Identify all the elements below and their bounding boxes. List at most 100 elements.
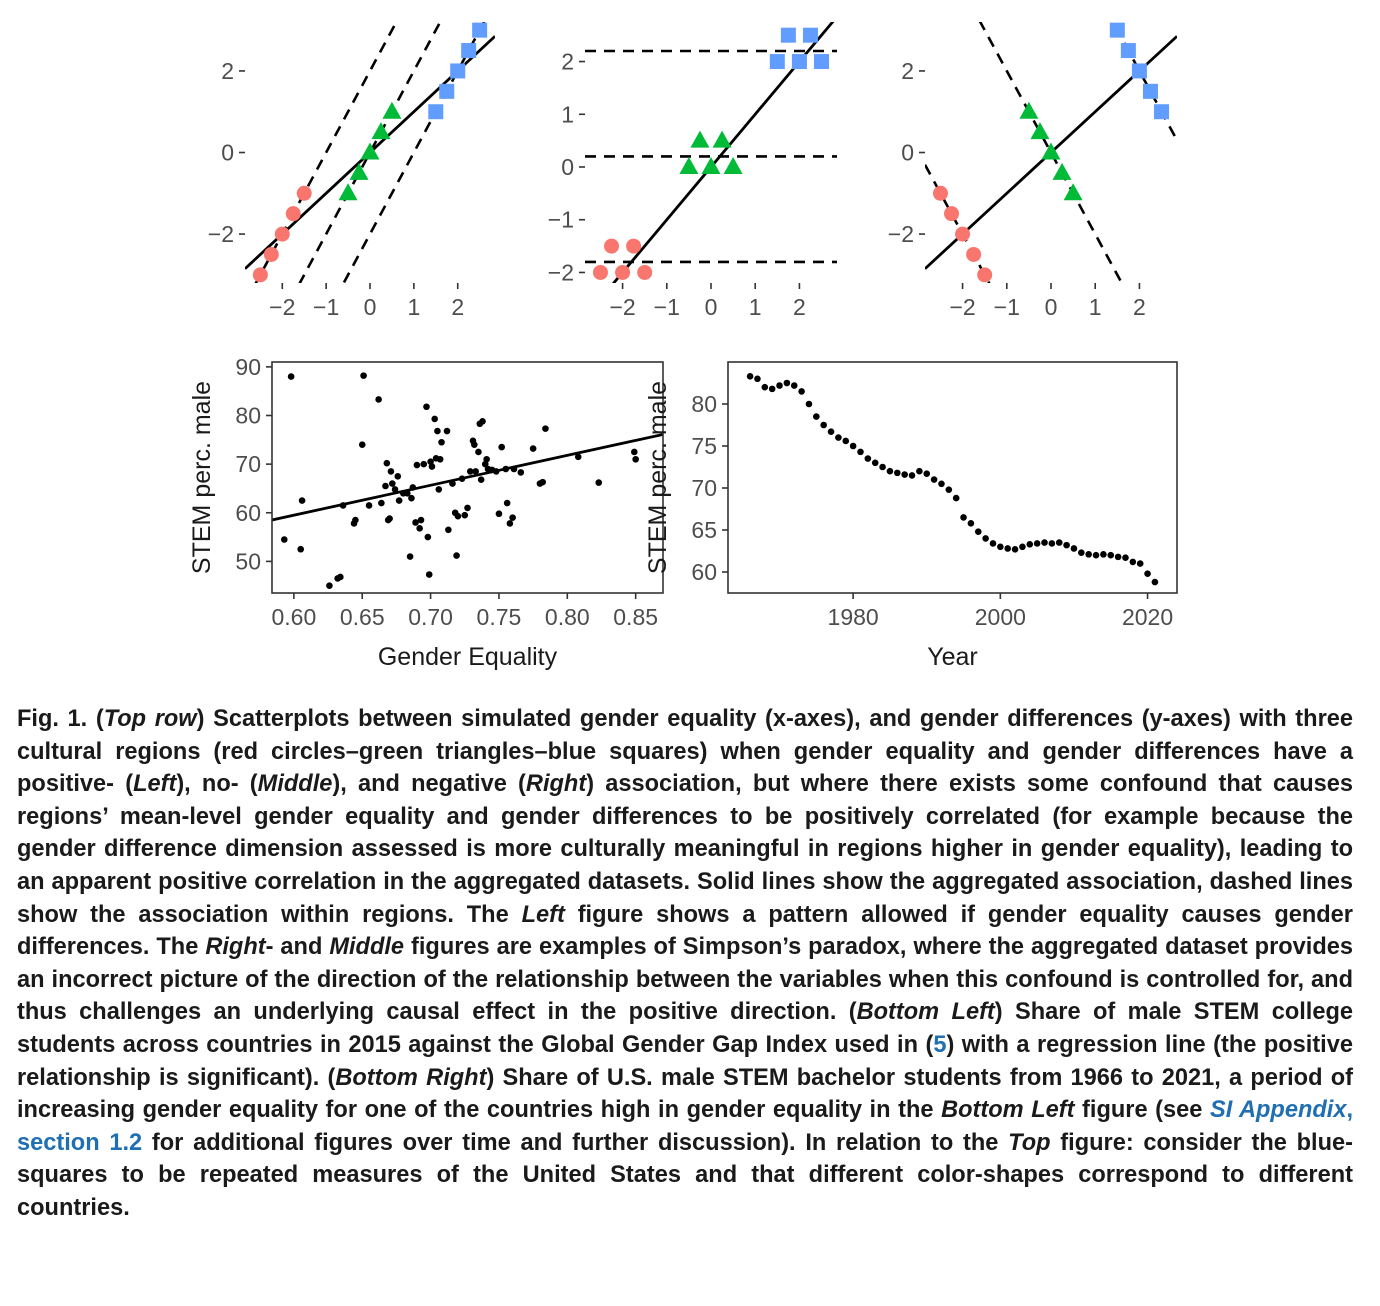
point-0-3 <box>626 238 642 254</box>
x-tick-label-1: 2000 <box>975 604 1026 630</box>
point-0-20 <box>893 469 901 477</box>
point-1-3 <box>371 122 391 140</box>
x-tick-label-0: 1980 <box>828 604 879 630</box>
y-tick-label-1: 65 <box>691 517 717 543</box>
point-0-26 <box>406 553 414 560</box>
point-0-9 <box>352 516 359 524</box>
point-1-0 <box>679 157 699 174</box>
y-tick-label-3: 75 <box>691 433 717 459</box>
point-0-54 <box>1144 570 1151 577</box>
point-0-19 <box>387 468 395 475</box>
point-0-18 <box>879 463 886 471</box>
point-0-4 <box>637 264 653 280</box>
y-tick-label-2: 0 <box>561 154 574 180</box>
point-0-1 <box>754 375 761 383</box>
point-0-16 <box>383 459 391 467</box>
point-0-49 <box>453 552 460 559</box>
point-0-4 <box>296 185 312 201</box>
point-0-2 <box>761 383 769 391</box>
point-0-25 <box>404 490 411 497</box>
point-0-70 <box>503 499 511 507</box>
point-0-36 <box>425 571 433 578</box>
point-0-49 <box>1107 551 1115 559</box>
point-0-66 <box>492 468 500 475</box>
point-1-3 <box>1052 162 1072 180</box>
point-0-25 <box>930 476 938 483</box>
point-1-1 <box>690 130 710 148</box>
point-0-41 <box>1048 540 1056 547</box>
reference-link[interactable]: 5 <box>933 1031 947 1058</box>
figure-label: Fig. 1. <box>17 706 88 732</box>
point-0-3 <box>285 206 301 222</box>
point-0-60 <box>477 476 485 483</box>
point-0-34 <box>997 543 1004 551</box>
point-1-3 <box>712 130 732 148</box>
point-0-33 <box>420 460 428 468</box>
point-0-40 <box>1041 539 1048 546</box>
point-0-27 <box>945 486 953 493</box>
x-tick-label-3: 0.75 <box>477 604 522 630</box>
point-0-31 <box>416 525 423 532</box>
si-appendix-link[interactable]: SI Appendix, section 1.2 <box>17 1097 1354 1156</box>
point-0-23 <box>916 467 923 475</box>
point-0-33 <box>989 540 997 547</box>
x-tick-label-2: 0 <box>364 294 377 320</box>
x-tick-label-0: −2 <box>949 294 975 320</box>
figure-canvas: −2 −1 0 1 2 −2 0 2 −2 −1 0 1 2 −2 −1 0 1 2 −2 −1 0 1 2 −2 0 2 0.60… <box>188 22 1178 671</box>
plot-area <box>746 372 1159 586</box>
y-tick-label-2: 70 <box>235 451 261 477</box>
figure-caption: Fig. 1. (Top row) Scatterplots between s… <box>17 706 1354 1221</box>
point-0-17 <box>871 459 879 467</box>
point-0-35 <box>424 533 432 541</box>
point-0-72 <box>509 514 516 521</box>
point-0-21 <box>391 486 399 493</box>
point-0-30 <box>967 519 975 527</box>
point-0-51 <box>458 475 466 483</box>
point-1-2 <box>1041 142 1061 160</box>
point-0-50 <box>1114 553 1122 561</box>
x-tick-label-0: −2 <box>269 294 295 320</box>
y-axis-label: STEM perc. male <box>644 381 672 574</box>
point-0-0 <box>932 185 948 201</box>
y-tick-label-1: 0 <box>221 140 234 166</box>
x-tick-label-3: 1 <box>749 294 762 320</box>
point-0-46 <box>1085 551 1092 558</box>
dashed-line-1 <box>298 22 442 283</box>
point-0-10 <box>820 421 827 429</box>
point-0-55 <box>1151 578 1159 586</box>
point-0-44 <box>1070 545 1078 552</box>
point-0-77 <box>539 478 546 486</box>
point-2-3 <box>461 43 477 59</box>
y-tick-label-0: 60 <box>691 559 717 585</box>
point-0-21 <box>901 471 908 478</box>
point-2-0 <box>769 54 785 70</box>
point-0-67 <box>495 510 503 518</box>
point-0-12 <box>835 434 842 441</box>
panel-top-left: −2 −1 0 1 2 −2 0 2 <box>208 22 495 320</box>
point-2-3 <box>1142 83 1158 99</box>
point-0-11 <box>827 428 835 436</box>
point-0-75 <box>529 445 537 452</box>
point-0-58 <box>475 448 482 456</box>
dashed-line-2 <box>1111 22 1177 141</box>
point-0-39 <box>431 415 438 423</box>
point-0-7 <box>339 502 347 509</box>
point-0-19 <box>886 467 894 475</box>
point-0-69 <box>502 465 510 473</box>
point-0-61 <box>479 418 486 425</box>
point-0-2 <box>955 226 971 242</box>
x-tick-label-2: 2020 <box>1122 604 1173 630</box>
point-0-35 <box>1004 545 1012 552</box>
point-2-0 <box>428 104 444 120</box>
x-tick-label-1: 0.65 <box>340 604 385 630</box>
point-2-1 <box>439 83 455 99</box>
point-0-51 <box>1122 554 1129 562</box>
point-1-4 <box>1063 183 1083 201</box>
panel-top-right: −2 −1 0 1 2 −2 0 2 <box>888 22 1177 320</box>
point-0-32 <box>982 535 989 542</box>
point-0-9 <box>813 413 820 420</box>
x-tick-label-2: 0.70 <box>408 604 453 630</box>
dashed-line-2 <box>342 22 486 283</box>
point-0-37 <box>1019 543 1026 551</box>
point-2-1 <box>780 27 796 43</box>
